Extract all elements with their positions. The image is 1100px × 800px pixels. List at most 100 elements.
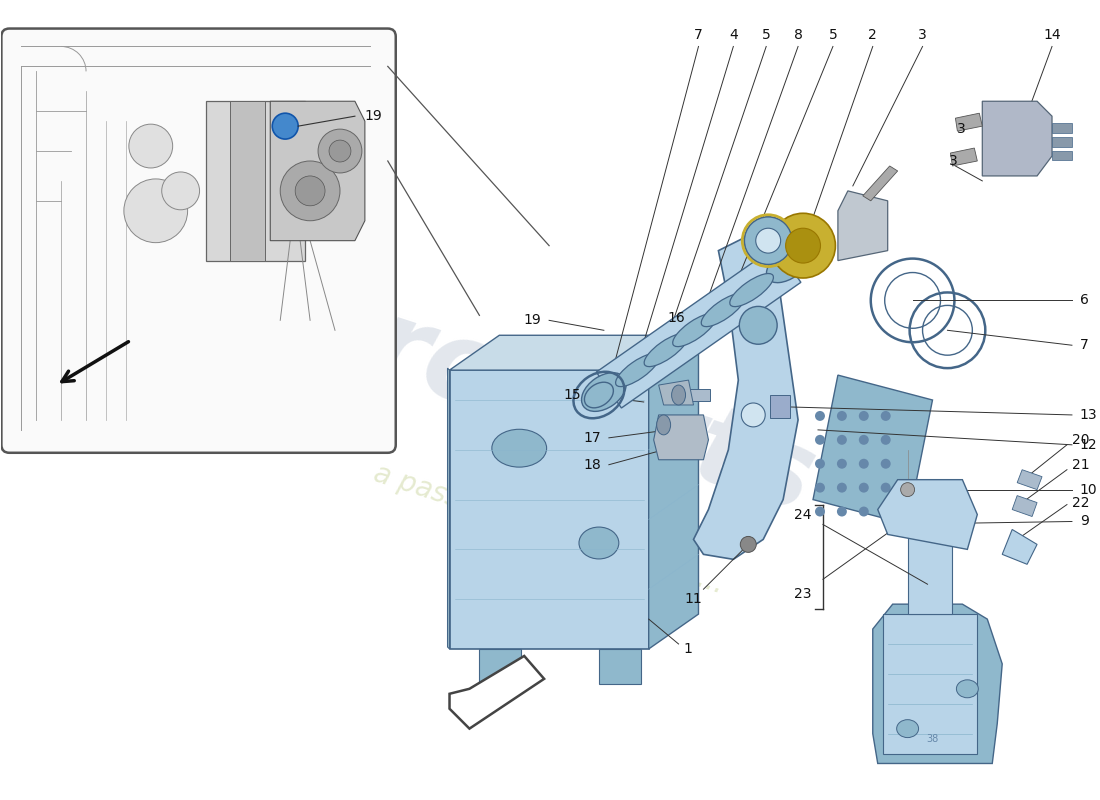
Circle shape: [881, 482, 891, 493]
Polygon shape: [1002, 530, 1037, 564]
Polygon shape: [693, 230, 799, 559]
Polygon shape: [956, 113, 982, 131]
Circle shape: [815, 411, 825, 421]
Polygon shape: [950, 148, 977, 166]
Circle shape: [859, 435, 869, 445]
Polygon shape: [917, 506, 947, 523]
Circle shape: [280, 161, 340, 221]
Circle shape: [901, 482, 914, 497]
Circle shape: [124, 179, 188, 242]
Circle shape: [129, 124, 173, 168]
Ellipse shape: [771, 214, 835, 278]
Circle shape: [881, 458, 891, 469]
Circle shape: [815, 506, 825, 517]
Polygon shape: [450, 335, 698, 370]
Circle shape: [815, 482, 825, 493]
Polygon shape: [450, 656, 544, 729]
Ellipse shape: [729, 274, 773, 306]
Text: 38: 38: [926, 734, 938, 743]
Text: 16: 16: [668, 311, 685, 326]
Text: 10: 10: [1080, 482, 1098, 497]
Ellipse shape: [616, 354, 659, 386]
Polygon shape: [679, 389, 711, 401]
Text: 13: 13: [1080, 408, 1098, 422]
Circle shape: [859, 482, 869, 493]
Polygon shape: [862, 166, 898, 201]
Polygon shape: [271, 102, 365, 241]
Ellipse shape: [672, 385, 685, 405]
Polygon shape: [878, 480, 977, 550]
Ellipse shape: [701, 294, 745, 326]
Polygon shape: [480, 649, 521, 684]
Text: 3: 3: [948, 154, 957, 168]
Circle shape: [837, 482, 847, 493]
Circle shape: [837, 411, 847, 421]
Circle shape: [329, 140, 351, 162]
Ellipse shape: [739, 306, 778, 344]
Text: 17: 17: [583, 431, 601, 445]
Polygon shape: [450, 370, 649, 649]
Polygon shape: [1018, 470, 1042, 490]
Circle shape: [815, 435, 825, 445]
Circle shape: [837, 435, 847, 445]
Text: 2: 2: [868, 27, 877, 42]
Text: 7: 7: [1080, 338, 1089, 352]
Text: 1: 1: [683, 642, 692, 656]
Text: 4: 4: [729, 27, 738, 42]
Bar: [1052, 122, 1071, 133]
Text: 19: 19: [365, 109, 383, 123]
Text: 5: 5: [762, 27, 771, 42]
Circle shape: [859, 458, 869, 469]
Text: 15: 15: [563, 388, 581, 402]
Circle shape: [881, 506, 891, 517]
Text: 8: 8: [793, 27, 803, 42]
Polygon shape: [659, 380, 693, 405]
Ellipse shape: [767, 246, 811, 282]
Ellipse shape: [956, 680, 978, 698]
Ellipse shape: [579, 527, 619, 559]
Circle shape: [859, 506, 869, 517]
Ellipse shape: [785, 228, 821, 263]
Text: 21: 21: [1071, 458, 1090, 472]
Circle shape: [881, 435, 891, 445]
Polygon shape: [206, 102, 305, 261]
Text: 6: 6: [1080, 294, 1089, 307]
Text: 3: 3: [957, 122, 966, 136]
Circle shape: [837, 506, 847, 517]
Circle shape: [859, 411, 869, 421]
Polygon shape: [230, 102, 265, 261]
Polygon shape: [813, 375, 933, 525]
Circle shape: [881, 411, 891, 421]
Polygon shape: [908, 534, 953, 614]
Polygon shape: [649, 335, 698, 649]
Text: europarts: europarts: [211, 244, 828, 536]
Ellipse shape: [657, 415, 671, 435]
Circle shape: [741, 403, 766, 427]
Ellipse shape: [645, 334, 688, 366]
Text: 12: 12: [1080, 438, 1098, 452]
Circle shape: [162, 172, 199, 210]
Circle shape: [837, 458, 847, 469]
Text: 20: 20: [1071, 433, 1089, 447]
Polygon shape: [882, 614, 977, 754]
Text: 18: 18: [583, 458, 601, 472]
Text: 24: 24: [793, 507, 811, 522]
Polygon shape: [598, 649, 640, 684]
Text: 5: 5: [828, 27, 837, 42]
FancyBboxPatch shape: [1, 29, 396, 453]
Text: 9: 9: [1080, 514, 1089, 529]
Text: 22: 22: [1071, 495, 1089, 510]
Bar: [1052, 137, 1071, 146]
Ellipse shape: [745, 217, 792, 265]
Polygon shape: [982, 102, 1052, 176]
Polygon shape: [838, 191, 888, 261]
Text: a passion for parts since...: a passion for parts since...: [371, 459, 728, 599]
Circle shape: [740, 537, 756, 552]
Circle shape: [318, 129, 362, 173]
Polygon shape: [1012, 496, 1037, 517]
Bar: [1052, 150, 1071, 161]
Text: 14: 14: [1043, 27, 1060, 42]
Polygon shape: [770, 395, 790, 418]
Ellipse shape: [756, 228, 781, 253]
Polygon shape: [872, 604, 1002, 763]
